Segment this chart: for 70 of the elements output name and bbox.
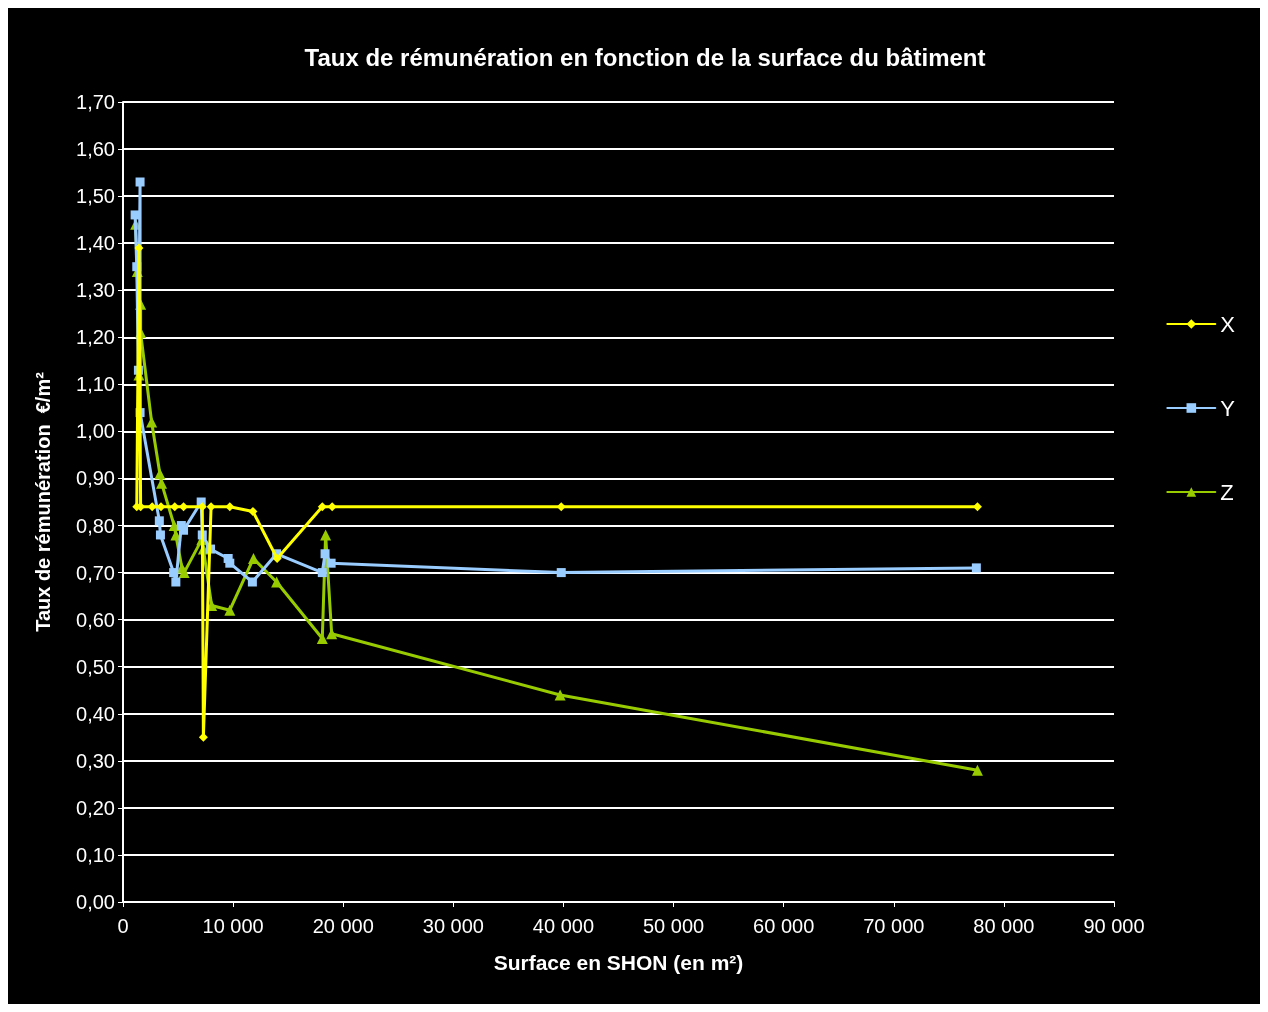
y-tick-label: 0,10 [76, 843, 115, 866]
y-tick-label: 0,00 [76, 891, 115, 913]
point [326, 558, 336, 568]
point [317, 568, 327, 578]
point [272, 553, 282, 563]
y-tick-label: 0,40 [76, 702, 115, 725]
x-tick-label: 90 000 [1083, 915, 1145, 937]
point [556, 568, 566, 578]
x-tick-label: 20 000 [312, 915, 374, 937]
y-tick-label: 0,30 [76, 749, 115, 772]
x-tick-label: 70 000 [863, 915, 925, 937]
x-tick-label: 40 000 [532, 915, 595, 937]
point [171, 577, 181, 587]
point [170, 502, 180, 512]
chart-title: Taux de rémunération en fonction de la surface du bâtiment [304, 43, 986, 71]
y-tick-label: 0,90 [76, 467, 115, 490]
x-tick-label: 0 [117, 915, 129, 937]
point [156, 502, 166, 512]
point [154, 516, 164, 526]
point [224, 604, 236, 616]
point [155, 530, 165, 540]
point [146, 416, 158, 428]
point [317, 502, 327, 512]
point [134, 243, 144, 253]
point [154, 468, 166, 480]
point [320, 549, 330, 559]
point [326, 628, 338, 640]
y-axis-title: Taux de rémunération €/m² [32, 371, 54, 632]
point [225, 558, 235, 568]
point [206, 502, 216, 512]
point [554, 689, 566, 701]
y-tick-label: 1,10 [76, 373, 115, 396]
y-tick-label: 1,70 [76, 91, 115, 113]
legend-label: X [1220, 311, 1236, 337]
x-tick-label: 80 000 [973, 915, 1035, 937]
point [248, 506, 258, 516]
point [130, 210, 140, 220]
point [971, 563, 981, 573]
point [247, 577, 257, 587]
x-tick-label: 30 000 [422, 915, 484, 937]
y-tick-label: 0,60 [76, 608, 115, 631]
point [135, 177, 145, 187]
y-tick-label: 0,20 [76, 796, 115, 819]
point [147, 502, 157, 512]
point [327, 502, 337, 512]
y-tick-label: 1,20 [76, 326, 115, 349]
y-tick-label: 1,00 [76, 420, 115, 443]
y-tick-label: 0,50 [76, 655, 115, 678]
point [169, 568, 179, 578]
x-tick-label: 10 000 [202, 915, 264, 937]
y-tick-label: 1,40 [76, 232, 115, 255]
x-tick-label: 60 000 [753, 915, 815, 937]
point [556, 502, 566, 512]
legend-label: Y [1220, 395, 1236, 421]
point [271, 576, 283, 588]
legend-label: Z [1220, 479, 1234, 505]
x-axis-title: Surface en SHON (en m²) [493, 951, 744, 974]
x-tick-label: 50 000 [642, 915, 705, 937]
point [247, 552, 259, 564]
point [225, 502, 235, 512]
y-tick-label: 0,70 [76, 561, 115, 584]
point [971, 764, 983, 776]
y-tick-label: 1,50 [76, 185, 115, 208]
point [320, 529, 332, 541]
y-tick-label: 1,60 [76, 138, 115, 161]
point [197, 502, 207, 512]
point [179, 525, 189, 535]
y-tick-label: 1,30 [76, 279, 115, 302]
point [178, 567, 190, 579]
y-tick-label: 0,80 [76, 514, 115, 537]
